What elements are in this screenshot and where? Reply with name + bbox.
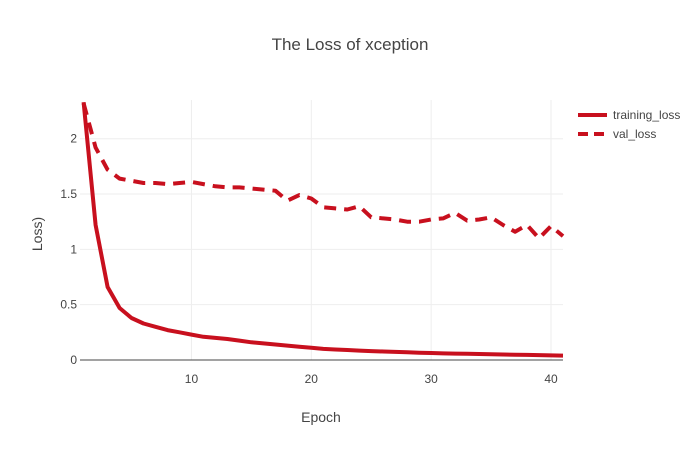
legend-item-training-loss[interactable]: training_loss xyxy=(578,108,680,122)
series-line-training-loss xyxy=(81,102,564,358)
axis-layer: 10 20 30 40 0 0.5 1 1.5 2 xyxy=(60,132,563,386)
legend-label: val_loss xyxy=(613,127,656,141)
x-axis-title: Epoch xyxy=(301,409,341,425)
x-tick-label: 40 xyxy=(544,372,558,386)
grid-layer xyxy=(80,100,563,360)
y-tick-label: 1 xyxy=(70,242,77,256)
chart-title: The Loss of xception xyxy=(272,35,429,54)
series-line-val-loss xyxy=(81,102,565,241)
x-tick-label: 30 xyxy=(424,372,438,386)
y-tick-label: 0.5 xyxy=(60,298,77,312)
y-tick-label: 2 xyxy=(70,132,77,146)
legend[interactable]: training_loss val_loss xyxy=(578,108,680,141)
y-tick-label: 0 xyxy=(70,353,77,367)
legend-item-val-loss[interactable]: val_loss xyxy=(578,127,656,141)
series-layer xyxy=(81,102,565,358)
x-tick-label: 10 xyxy=(185,372,199,386)
x-tick-label: 20 xyxy=(305,372,319,386)
legend-label: training_loss xyxy=(613,108,680,122)
y-tick-label: 1.5 xyxy=(60,187,77,201)
y-axis-title: Loss) xyxy=(29,217,45,251)
